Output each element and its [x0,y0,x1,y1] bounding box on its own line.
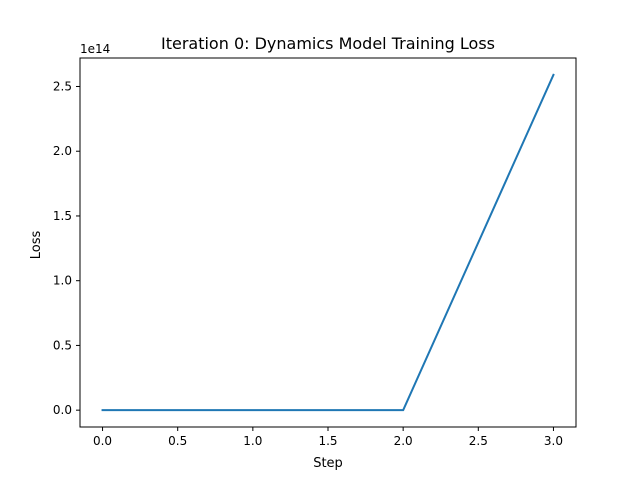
x-tick-label: 2.0 [394,434,413,448]
plot-area: 0.0 0.5 1.0 1.5 2.0 2.5 3.0 0.0 0.5 1.0 1.5 2.0 2.5 [53,57,577,448]
y-tick-label: 1.5 [53,209,72,223]
y-tick-label: 1.0 [53,274,72,288]
x-tick-label: 0.0 [93,434,112,448]
y-tick-label: 2.5 [53,79,72,93]
y-tick-label: 0.0 [53,403,72,417]
y-axis-offset-label: 1e14 [80,42,110,56]
x-tick-label: 1.0 [243,434,262,448]
axes-frame [79,57,577,428]
y-axis-label: Loss [29,231,44,260]
x-tick-label: 2.5 [469,434,488,448]
chart-title: Iteration 0: Dynamics Model Training Los… [161,34,495,53]
x-tick-label: 3.0 [544,434,563,448]
x-tick-label: 1.5 [318,434,337,448]
x-tick-label: 0.5 [168,434,187,448]
y-tick-label: 0.5 [53,338,72,352]
x-axis-label: Step [313,456,343,471]
y-tick-label: 2.0 [53,144,72,158]
series-line-loss [101,73,555,412]
